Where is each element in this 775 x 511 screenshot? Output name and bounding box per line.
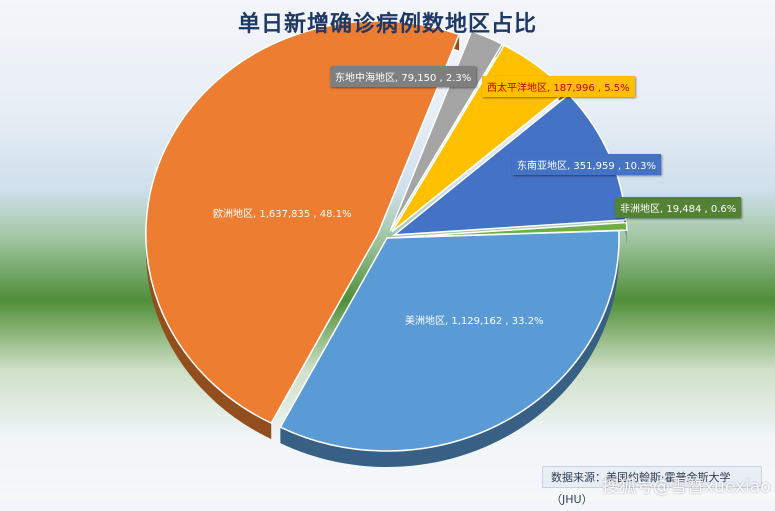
watermark: 搜狐号@雪簪xuexiao <box>602 472 771 497</box>
slice-data-label-1: 美洲地区, 1,129,162 , 33.2% <box>405 312 544 327</box>
slice-data-label-4: 西太平洋地区, 187,996 , 5.5% <box>482 76 635 97</box>
slice-data-label-3: 东地中海地区, 79,150 , 2.3% <box>330 66 476 87</box>
slice-data-label-6: 非洲地区, 19,484 , 0.6% <box>615 197 741 218</box>
slice-data-label-2: 欧洲地区, 1,637,835 , 48.1% <box>213 205 352 220</box>
slice-data-label-5: 东南亚地区, 351,959 , 10.3% <box>512 154 661 175</box>
chart-title: 单日新增确诊病例数地区占比 <box>0 6 775 38</box>
